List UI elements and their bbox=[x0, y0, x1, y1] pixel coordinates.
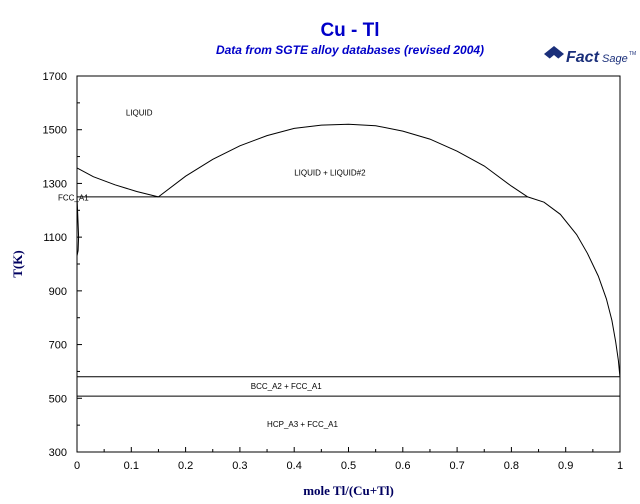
y-tick-label: 700 bbox=[49, 340, 67, 352]
region-label: LIQUID + LIQUID#2 bbox=[294, 169, 366, 178]
y-axis-ticks: 300 500 700 900 1100 1300 1500 1700 bbox=[43, 71, 82, 459]
factsage-logo: Fact Sage TM bbox=[544, 46, 636, 66]
x-tick-label: 0.8 bbox=[504, 460, 519, 472]
y-tick-label: 1100 bbox=[43, 232, 67, 244]
x-tick-label: 0 bbox=[74, 460, 80, 472]
x-tick-label: 0.7 bbox=[449, 460, 464, 472]
phase-boundary bbox=[76, 196, 80, 257]
logo-text-main: Fact bbox=[566, 49, 600, 66]
phase-boundary bbox=[158, 123, 528, 198]
x-tick-label: 0.5 bbox=[341, 460, 356, 472]
chart-subtitle: Data from SGTE alloy databases (revised … bbox=[215, 43, 485, 57]
x-axis-label: mole Tl/(Cu+Tl) bbox=[303, 483, 394, 498]
x-tick-label: 0.3 bbox=[232, 460, 247, 472]
y-tick-label: 1500 bbox=[43, 125, 67, 137]
phase-boundary bbox=[527, 196, 621, 378]
x-tick-label: 0.6 bbox=[395, 460, 410, 472]
region-label: BCC_A2 + FCC_A1 bbox=[251, 382, 322, 391]
x-tick-label: 0.1 bbox=[124, 460, 139, 472]
region-labels: LIQUID LIQUID + LIQUID#2 FCC_A1 BCC_A2 + FC… bbox=[58, 108, 366, 429]
phase-boundaries bbox=[76, 123, 621, 397]
y-tick-label: 300 bbox=[49, 447, 67, 459]
chart-title: Cu - Tl bbox=[320, 20, 380, 41]
y-tick-label: 900 bbox=[49, 286, 67, 298]
y-tick-label: 500 bbox=[49, 393, 67, 405]
factsage-logo-icon bbox=[544, 46, 564, 65]
region-label: HCP_A3 + FCC_A1 bbox=[267, 420, 338, 429]
logo-text-sub: Sage bbox=[602, 53, 628, 65]
region-label: LIQUID bbox=[126, 108, 153, 117]
y-tick-label: 1700 bbox=[43, 71, 67, 83]
y-tick-label: 1300 bbox=[43, 178, 67, 190]
x-tick-label: 0.2 bbox=[178, 460, 193, 472]
x-tick-label: 0.9 bbox=[558, 460, 573, 472]
x-axis-ticks: 0 0.1 0.2 0.3 0.4 0.5 0.6 0.7 0.8 0.9 1 bbox=[74, 447, 623, 472]
phase-boundary bbox=[76, 167, 159, 198]
x-tick-label: 0.4 bbox=[287, 460, 302, 472]
y-axis-label: T(K) bbox=[10, 250, 25, 277]
region-label: FCC_A1 bbox=[58, 193, 89, 202]
logo-trademark: TM bbox=[629, 51, 636, 57]
x-tick-label: 1 bbox=[617, 460, 623, 472]
